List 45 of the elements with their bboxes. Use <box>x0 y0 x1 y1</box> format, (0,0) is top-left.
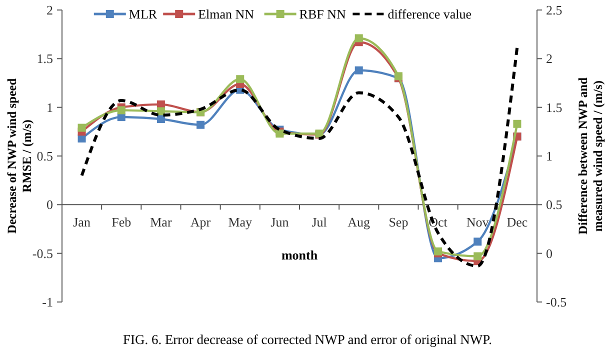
y-tick-label: 1.5 <box>36 51 53 66</box>
y2-tick-label: -0.5 <box>546 294 567 310</box>
legend-label: Elman NN <box>198 6 255 22</box>
y-tick-label: 1 <box>46 100 53 115</box>
point <box>156 107 165 116</box>
point <box>156 115 165 124</box>
x-axis-title: month <box>281 248 318 263</box>
x-tick-label: Sep <box>388 214 408 230</box>
y2-tick-label: 0.5 <box>546 197 562 212</box>
x-tick-label: Jul <box>312 214 328 230</box>
y-axis-title: Decrease of NWP wind speed RMSE / (m/s) <box>5 78 34 234</box>
y2-tick-label: 2 <box>546 51 552 66</box>
x-tick-label: Jan <box>73 214 91 230</box>
point <box>78 124 86 132</box>
point <box>474 238 482 246</box>
point <box>236 75 244 84</box>
y2-tick-label: 1 <box>546 148 552 164</box>
x-tick-label: Aug <box>348 214 371 230</box>
legend-label: difference value <box>388 6 472 22</box>
legend-label: MLR <box>128 6 158 22</box>
x-tick-label: Apr <box>190 214 212 230</box>
point <box>513 120 522 128</box>
x-tick-label: May <box>228 214 253 230</box>
y-tick-label: 2 <box>46 2 53 18</box>
x-tick-label: Jun <box>270 214 290 230</box>
point <box>354 66 363 74</box>
caption: FIG. 6. Error decrease of corrected NWP and error of original NWP. <box>122 332 492 347</box>
x-tick-label: Mar <box>150 214 172 230</box>
y-tick-label: -0.5 <box>32 246 53 261</box>
x-tick-label: Nov <box>466 214 490 230</box>
point <box>474 252 482 260</box>
y2-tick-label: 0 <box>546 246 552 261</box>
y2-tick-label: 2.5 <box>546 2 562 18</box>
point <box>117 106 126 114</box>
x-tick-label: Feb <box>112 214 132 230</box>
y-tick-label: -1 <box>42 294 53 310</box>
y2-tick-label: 1.5 <box>546 100 562 115</box>
y-tick-label: 0.5 <box>36 148 53 164</box>
x-tick-label: Oct <box>428 214 448 230</box>
legend-label: RBF NN <box>299 6 347 22</box>
y2-axis-title: Difference between NWP and measured wind speed / (m/s) <box>576 77 605 235</box>
point <box>354 34 363 42</box>
y-tick-label: 0 <box>46 197 53 212</box>
point <box>196 120 205 129</box>
x-tick-label: Dec <box>506 214 528 230</box>
